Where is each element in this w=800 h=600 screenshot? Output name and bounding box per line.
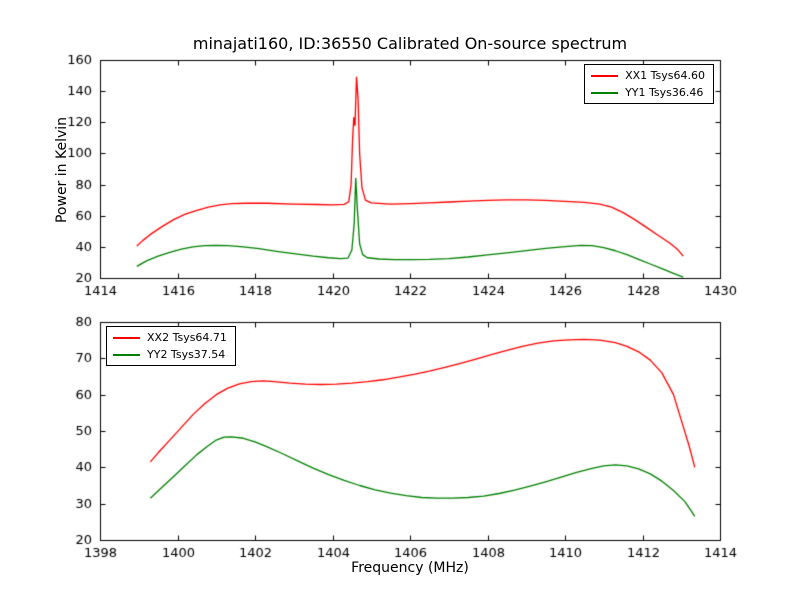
legend-label: XX1 Tsys64.60: [625, 69, 705, 82]
legend-label: YY2 Tsys37.54: [147, 348, 226, 361]
legend-entry: YY1 Tsys36.46: [591, 86, 705, 99]
legend-entry: XX1 Tsys64.60: [591, 69, 705, 82]
bottom-legend: XX2 Tsys64.71 YY2 Tsys37.54: [106, 326, 236, 366]
legend-entry: XX2 Tsys64.71: [113, 331, 227, 344]
top-y-axis-label: Power in Kelvin: [54, 116, 70, 224]
legend-label: YY1 Tsys36.46: [625, 86, 704, 99]
bottom-x-axis-label: Frequency (MHz): [351, 560, 469, 576]
legend-entry: YY2 Tsys37.54: [113, 348, 227, 361]
legend-line-swatch: [591, 91, 619, 94]
top-legend: XX1 Tsys64.60 YY1 Tsys36.46: [584, 64, 714, 104]
legend-label: XX2 Tsys64.71: [147, 331, 227, 344]
legend-line-swatch: [113, 353, 140, 356]
legend-line-swatch: [113, 336, 140, 339]
legend-line-swatch: [591, 74, 619, 77]
chart-title: minajati160, ID:36550 Calibrated On-sour…: [192, 34, 628, 53]
